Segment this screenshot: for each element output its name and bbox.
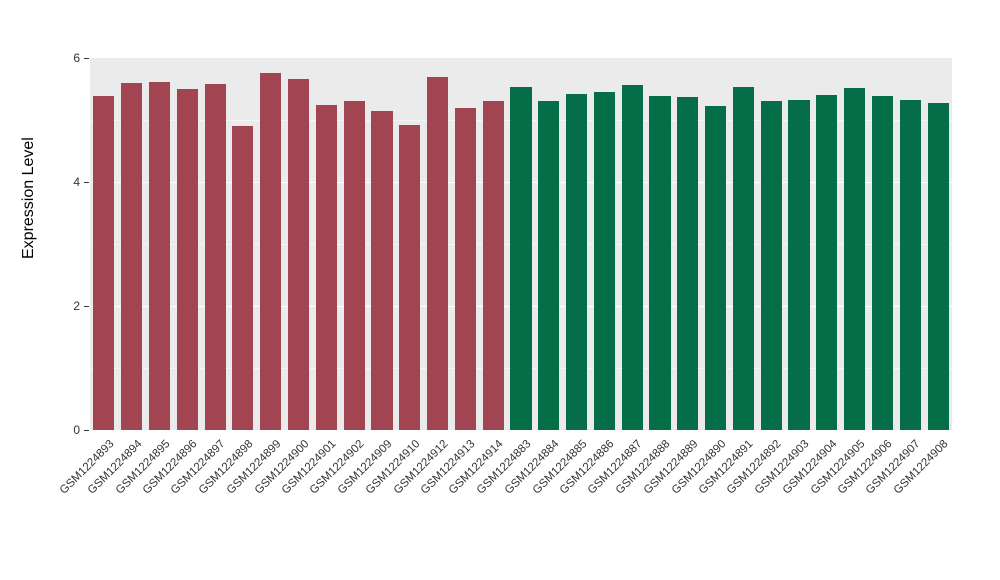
y-axis-title: Expression Level <box>20 137 37 259</box>
bar-GSM1224900 <box>287 79 310 430</box>
bar-GSM1224892 <box>760 101 782 430</box>
bar-GSM1224894 <box>121 82 143 430</box>
bar-GSM1224914 <box>482 101 504 430</box>
bar-GSM1224896 <box>176 89 198 430</box>
y-tick-label-0: 0 <box>73 423 80 437</box>
bar-GSM1224910 <box>399 124 421 430</box>
bar-GSM1224889 <box>677 97 699 430</box>
bar-GSM1224891 <box>732 86 754 430</box>
bar-GSM1224902 <box>343 101 365 430</box>
y-tick-mark <box>84 58 89 59</box>
bar-GSM1224908 <box>927 102 949 430</box>
y-tick-mark <box>84 182 89 183</box>
bar-GSM1224913 <box>454 107 476 430</box>
bar-GSM1224883 <box>510 86 532 430</box>
bar-GSM1224893 <box>93 96 115 430</box>
bar-GSM1224898 <box>232 126 254 430</box>
bar-GSM1224884 <box>538 101 560 430</box>
bar-GSM1224886 <box>593 92 615 430</box>
bar-GSM1224899 <box>260 72 282 430</box>
plot-panel <box>90 58 952 430</box>
bar-GSM1224895 <box>148 81 171 430</box>
bar-GSM1224885 <box>566 93 588 430</box>
bar-GSM1224907 <box>899 99 921 430</box>
y-tick-mark <box>84 430 89 431</box>
y-tick-label-4: 4 <box>73 175 80 189</box>
bar-GSM1224888 <box>649 96 671 430</box>
bar-GSM1224887 <box>621 84 643 430</box>
bar-GSM1224912 <box>427 76 449 430</box>
bar-GSM1224906 <box>871 96 894 430</box>
y-tick-label-2: 2 <box>73 299 80 313</box>
y-tick-label-6: 6 <box>73 51 80 65</box>
y-tick-mark <box>84 306 89 307</box>
bar-GSM1224904 <box>816 95 838 430</box>
bar-GSM1224909 <box>371 111 393 430</box>
bar-GSM1224897 <box>204 84 226 430</box>
bar-GSM1224905 <box>844 87 866 430</box>
bar-GSM1224901 <box>315 105 337 430</box>
bar-GSM1224903 <box>788 100 810 430</box>
bar-GSM1224890 <box>705 106 727 430</box>
